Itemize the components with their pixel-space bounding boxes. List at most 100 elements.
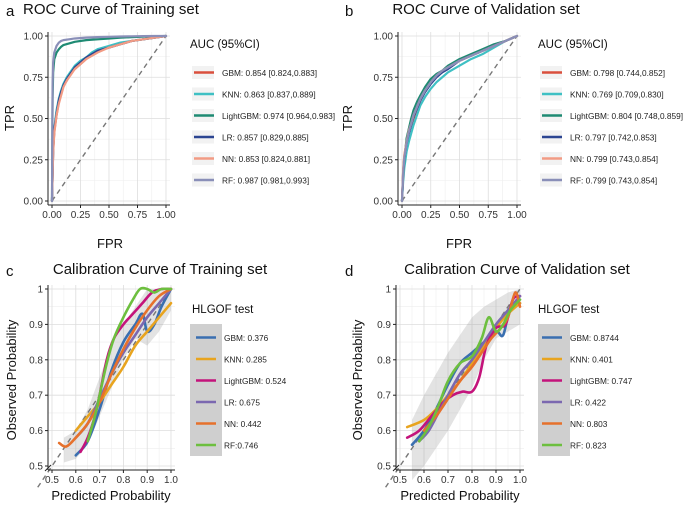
series-group — [405, 291, 522, 447]
x-tick-label: 0.25 — [71, 210, 91, 221]
panel-label-c: c — [6, 263, 14, 280]
panel-c: c Calibration Curve of Training set 0.5 0… — [4, 261, 287, 503]
panel-label-b: b — [345, 3, 353, 20]
x-tick-label: 0.7 — [441, 475, 455, 486]
chart-title-b: ROC Curve of Validation set — [392, 1, 580, 18]
y-tick-label: 0.8 — [377, 355, 391, 366]
series-group — [50, 34, 168, 203]
x-tick-label: 0.6 — [417, 475, 431, 486]
legend: AUC (95%CI) GBM: 0.854 [0.824,0.883] KNN: … — [190, 39, 335, 187]
y-tick-label: 0.25 — [374, 155, 394, 166]
axis-break-mark — [44, 464, 52, 472]
y-tick-label: 0.5 — [377, 462, 391, 473]
x-axis-label: Predicted Probability — [51, 488, 171, 503]
y-tick-label: 0.8 — [29, 355, 43, 366]
y-tick-label: 0.75 — [24, 73, 44, 84]
series-line-nn — [50, 34, 168, 203]
y-tick-label: 1 — [385, 285, 391, 296]
x-tick-label: 0.5 — [45, 475, 59, 486]
chart-title-a: ROC Curve of Training set — [23, 1, 200, 18]
series-line-rf — [50, 34, 168, 203]
series-line-knn — [400, 34, 519, 203]
legend-title: HLGOF test — [192, 304, 254, 316]
legend-label-nn: NN: 0.442 — [224, 419, 262, 429]
y-tick-label: 0.75 — [374, 73, 394, 84]
series-line-lr — [417, 294, 522, 443]
y-tick-label: 0.00 — [374, 197, 394, 208]
legend-label-gbm: GBM: 0.8744 — [570, 333, 619, 343]
legend-label-rf: RF: 0.799 [0.743,0.854] — [570, 176, 657, 186]
x-axis-label: FPR — [446, 236, 472, 251]
legend-label-gbm: GBM: 0.376 — [224, 333, 269, 343]
panel-label-a: a — [6, 3, 15, 20]
x-tick-label: 0.25 — [421, 210, 441, 221]
legend-label-nn: NN: 0.799 [0.743,0.854] — [570, 154, 658, 164]
legend: HLGOF test GBM: 0.8744 KNN: 0.401 LightGBM:… — [538, 304, 633, 456]
x-tick-label: 0.75 — [128, 210, 148, 221]
legend: HLGOF test GBM: 0.376 KNN: 0.285 LightGBM: … — [190, 304, 287, 456]
y-axis-label: Observed Probability — [350, 319, 365, 440]
y-tick-label: 0.50 — [24, 114, 44, 125]
plot-area-c: 0.5 0.6 0.7 0.8 0.9 1.0 0.5 0.6 0.7 0.8 0.9 1 Predic… — [4, 285, 287, 504]
x-tick-label: 0.00 — [392, 210, 412, 221]
x-tick-label: 0.6 — [69, 475, 83, 486]
y-tick-label: 0.5 — [29, 462, 43, 473]
series-line-rf — [417, 298, 522, 443]
legend-label-nn: NN: 0.803 — [570, 419, 608, 429]
y-tick-label: 0.7 — [29, 391, 43, 402]
legend-label-knn: KNN: 0.401 — [570, 355, 613, 365]
series-line-rf — [400, 34, 519, 203]
series-group — [57, 286, 173, 457]
y-axis-label: TPR — [2, 105, 17, 131]
legend-label-knn: KNN: 0.863 [0.837,0.889] — [222, 90, 316, 100]
series-group — [400, 34, 519, 203]
chart-title-d: Calibration Curve of Validation set — [404, 261, 631, 278]
legend-title: AUC (95%CI) — [538, 39, 608, 51]
y-tick-label: 1.00 — [24, 32, 44, 43]
plot-area-b: 0.00 0.25 0.50 0.75 1.00 0.00 0.25 0.50 0.75 1.00… — [340, 32, 683, 252]
x-tick-label: 0.7 — [93, 475, 107, 486]
y-tick-label: 0.50 — [374, 114, 394, 125]
y-axis-label: Observed Probability — [4, 319, 19, 440]
grid — [396, 285, 524, 470]
x-tick-label: 0.5 — [393, 475, 407, 486]
legend-label-lr: LR: 0.797 [0.742,0.853] — [570, 133, 657, 143]
x-axis-label: FPR — [97, 236, 123, 251]
legend-label-knn: KNN: 0.285 — [224, 355, 267, 365]
legend-label-lr: LR: 0.857 [0.829,0.885] — [222, 133, 309, 143]
legend-label-lightgbm: LightGBM: 0.974 [0.964,0.983] — [222, 111, 335, 121]
reference-diagonal — [401, 35, 518, 202]
x-tick-label: 0.9 — [489, 475, 503, 486]
axis-break-mark — [392, 464, 400, 472]
legend-label-rf: RF: 0.823 — [570, 441, 607, 451]
series-line-rf — [86, 286, 173, 443]
panel-b: b ROC Curve of Validation set 0.00 0.25 0.… — [340, 1, 683, 251]
x-axis-label: Predicted Probability — [400, 488, 520, 503]
y-tick-label: 0.7 — [377, 391, 391, 402]
x-tick-label: 0.50 — [450, 210, 470, 221]
legend-label-lightgbm: LightGBM: 0.804 [0.748,0.859] — [570, 111, 683, 121]
reference-diagonal — [51, 35, 167, 202]
legend-label-gbm: GBM: 0.854 [0.824,0.883] — [222, 68, 317, 78]
legend-label-nn: NN: 0.853 [0.824,0.881] — [222, 154, 310, 164]
x-tick-label: 0.9 — [140, 475, 154, 486]
x-tick-label: 0.8 — [465, 475, 479, 486]
legend-label-lightgbm: LightGBM: 0.747 — [570, 376, 633, 386]
series-line-knn — [74, 301, 173, 432]
y-tick-label: 0.6 — [377, 426, 391, 437]
panel-d: d Calibration Curve of Validation set 0.… — [345, 261, 633, 503]
legend-label-knn: KNN: 0.769 [0.709,0.830] — [570, 90, 664, 100]
y-tick-label: 1 — [37, 285, 43, 296]
x-tick-label: 0.75 — [479, 210, 499, 221]
legend-label-gbm: GBM: 0.798 [0.744,0.852] — [570, 68, 665, 78]
y-tick-label: 0.6 — [29, 426, 43, 437]
x-tick-label: 0.50 — [99, 210, 119, 221]
y-axis-label: TPR — [340, 105, 355, 131]
x-tick-label: 1.00 — [507, 210, 527, 221]
legend-label-rf: RF:0.746 — [224, 441, 259, 451]
legend-band-swatch — [190, 324, 222, 456]
legend-label-lightgbm: LightGBM: 0.524 — [224, 376, 287, 386]
legend-band-swatch — [538, 324, 570, 456]
legend-title: AUC (95%CI) — [190, 39, 260, 51]
x-tick-label: 1.00 — [156, 210, 176, 221]
